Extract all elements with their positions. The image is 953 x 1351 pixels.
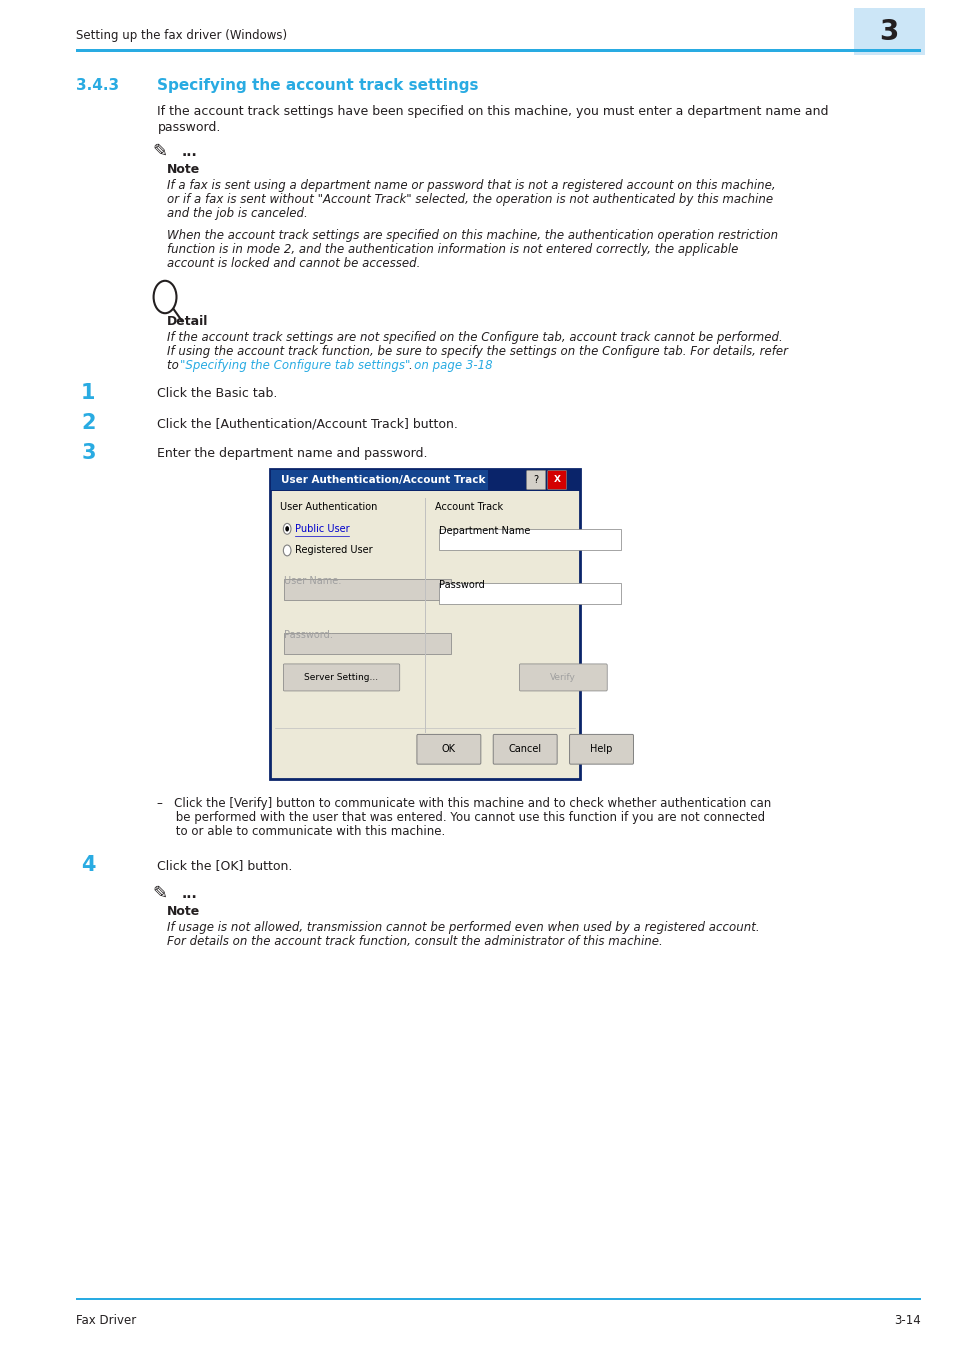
Circle shape xyxy=(283,544,291,555)
Text: Click the [Authentication/Account Track] button.: Click the [Authentication/Account Track]… xyxy=(157,417,457,430)
Text: For details on the account track function, consult the administrator of this mac: For details on the account track functio… xyxy=(167,935,662,948)
Text: Password:: Password: xyxy=(284,630,333,640)
Text: Department Name: Department Name xyxy=(438,526,530,536)
Text: Help: Help xyxy=(590,744,612,754)
Text: Specifying the account track settings: Specifying the account track settings xyxy=(157,78,478,93)
Circle shape xyxy=(285,526,289,531)
Text: 4: 4 xyxy=(81,855,95,875)
Bar xyxy=(438,528,619,550)
Bar xyxy=(76,49,920,51)
Text: 3.4.3: 3.4.3 xyxy=(76,78,119,93)
Text: 3-14: 3-14 xyxy=(893,1313,920,1327)
Text: Detail: Detail xyxy=(167,315,208,328)
Text: to: to xyxy=(167,359,182,372)
Text: Public User: Public User xyxy=(294,524,349,534)
Text: to or able to communicate with this machine.: to or able to communicate with this mach… xyxy=(157,825,445,838)
Text: and the job is canceled.: and the job is canceled. xyxy=(167,207,308,220)
Bar xyxy=(284,632,451,654)
Text: be performed with the user that was entered. You cannot use this function if you: be performed with the user that was ente… xyxy=(157,811,764,824)
Bar xyxy=(270,469,579,780)
FancyBboxPatch shape xyxy=(283,663,399,690)
Text: Account Track: Account Track xyxy=(434,501,502,512)
Text: Cancel: Cancel xyxy=(508,744,541,754)
Text: User Authentication/Account Track: User Authentication/Account Track xyxy=(281,476,485,485)
Text: 3: 3 xyxy=(879,18,898,46)
Bar xyxy=(271,470,487,489)
Bar xyxy=(853,8,924,55)
Text: or if a fax is sent without "Account Track" selected, the operation is not authe: or if a fax is sent without "Account Tra… xyxy=(167,193,772,205)
FancyBboxPatch shape xyxy=(518,663,606,690)
Text: ...: ... xyxy=(181,888,197,901)
Text: User Authentication: User Authentication xyxy=(279,501,376,512)
FancyBboxPatch shape xyxy=(416,735,480,765)
Circle shape xyxy=(283,523,291,534)
Text: If using the account track function, be sure to specify the settings on the Conf: If using the account track function, be … xyxy=(167,345,787,358)
Text: ?: ? xyxy=(533,476,538,485)
Text: Registered User: Registered User xyxy=(294,546,372,555)
Text: If the account track settings have been specified on this machine, you must ente: If the account track settings have been … xyxy=(157,105,828,118)
Text: Click the Basic tab.: Click the Basic tab. xyxy=(157,386,277,400)
Text: 2: 2 xyxy=(81,413,95,434)
Text: Fax Driver: Fax Driver xyxy=(76,1313,136,1327)
Text: Note: Note xyxy=(167,905,200,917)
Text: Server Setting...: Server Setting... xyxy=(304,673,378,682)
FancyBboxPatch shape xyxy=(493,735,557,765)
Text: Note: Note xyxy=(167,163,200,176)
Text: User Name:: User Name: xyxy=(284,576,341,586)
Text: Click the [OK] button.: Click the [OK] button. xyxy=(157,859,293,871)
Text: If usage is not allowed, transmission cannot be performed even when used by a re: If usage is not allowed, transmission ca… xyxy=(167,921,759,934)
Text: Password: Password xyxy=(438,580,484,590)
Bar xyxy=(438,582,619,604)
Text: 3: 3 xyxy=(81,443,95,463)
Text: When the account track settings are specified on this machine, the authenticatio: When the account track settings are spec… xyxy=(167,230,778,242)
Text: Verify: Verify xyxy=(550,673,576,682)
Text: X: X xyxy=(553,476,560,485)
Text: 1: 1 xyxy=(81,382,95,403)
Text: .: . xyxy=(408,359,412,372)
Text: ...: ... xyxy=(181,145,197,159)
Bar xyxy=(270,469,579,490)
FancyBboxPatch shape xyxy=(526,470,545,489)
Text: If a fax is sent using a department name or password that is not a registered ac: If a fax is sent using a department name… xyxy=(167,178,775,192)
Bar xyxy=(284,578,451,600)
FancyBboxPatch shape xyxy=(547,470,566,489)
Text: If the account track settings are not specified on the Configure tab, account tr: If the account track settings are not sp… xyxy=(167,331,781,345)
Text: Enter the department name and password.: Enter the department name and password. xyxy=(157,447,428,459)
Text: ✎: ✎ xyxy=(152,143,168,161)
Text: ✎: ✎ xyxy=(152,885,168,902)
Text: –   Click the [Verify] button to communicate with this machine and to check whet: – Click the [Verify] button to communica… xyxy=(157,797,771,811)
Text: OK: OK xyxy=(441,744,456,754)
FancyBboxPatch shape xyxy=(569,735,633,765)
Text: account is locked and cannot be accessed.: account is locked and cannot be accessed… xyxy=(167,257,420,270)
Text: "Specifying the Configure tab settings" on page 3-18: "Specifying the Configure tab settings" … xyxy=(180,359,492,372)
Text: Setting up the fax driver (Windows): Setting up the fax driver (Windows) xyxy=(76,30,287,42)
Bar xyxy=(76,1298,920,1300)
Text: function is in mode 2, and the authentication information is not entered correct: function is in mode 2, and the authentic… xyxy=(167,243,738,255)
Text: password.: password. xyxy=(157,122,220,134)
